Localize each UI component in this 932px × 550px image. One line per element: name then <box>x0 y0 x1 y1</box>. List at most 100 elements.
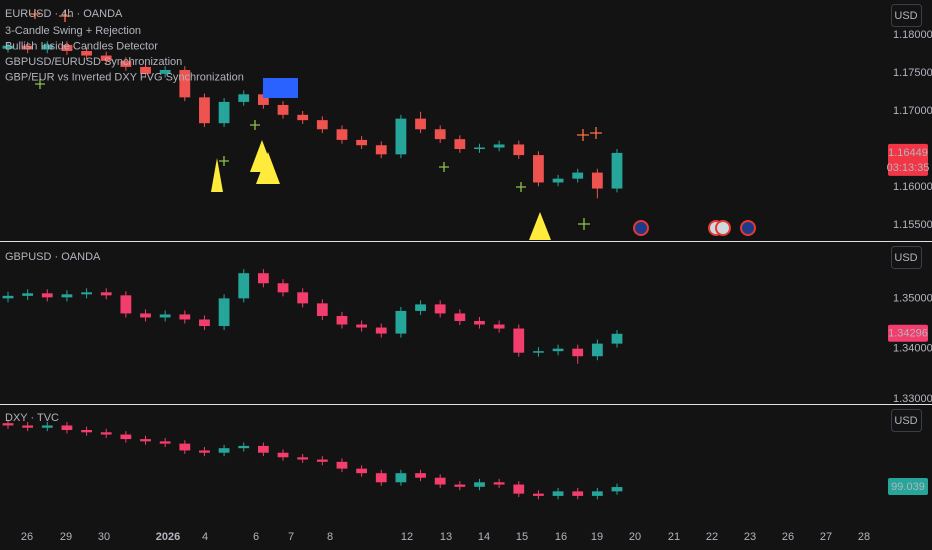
pane-title: GBPUSD · OANDA <box>5 251 101 263</box>
x-tick-label: 6 <box>253 531 259 543</box>
candle-body <box>513 144 525 156</box>
y-tick-label: 1.18000 <box>893 29 932 41</box>
candle-body <box>591 343 603 357</box>
candle-body <box>120 295 132 314</box>
candle-body <box>218 101 230 124</box>
price-label-bg <box>888 478 928 496</box>
candle-body <box>316 459 328 462</box>
indicator-name: GBP/EUR vs Inverted DXY FVG Synchronizat… <box>5 71 244 83</box>
currency-label: USD <box>894 10 917 22</box>
candle-body <box>513 328 525 353</box>
candle-body <box>395 118 407 155</box>
candle-body <box>297 457 309 460</box>
candle-body <box>140 439 151 442</box>
candle-body <box>179 443 191 451</box>
pane-title: EURUSD · 4h · OANDA <box>5 8 123 20</box>
triangle-marker <box>211 158 223 192</box>
candle-body <box>356 324 368 328</box>
x-tick-label: 12 <box>401 531 413 543</box>
candle-body <box>120 60 132 67</box>
candle-body <box>434 129 446 140</box>
candle-body <box>22 425 34 428</box>
candle-body <box>22 45 34 50</box>
currency-button[interactable] <box>891 409 922 432</box>
candle-body <box>179 69 191 98</box>
candle-body <box>61 425 73 430</box>
candle-body <box>454 484 466 487</box>
candle-body <box>356 139 368 146</box>
x-tick-label: 13 <box>440 531 452 543</box>
box-marker <box>263 78 298 98</box>
x-tick-label: 28 <box>858 531 870 543</box>
candle-body <box>493 324 505 329</box>
last-price: 99.039 <box>891 481 925 493</box>
x-tick-label: 8 <box>327 531 333 543</box>
candle-body <box>611 487 623 492</box>
price-label-bg <box>888 324 928 342</box>
candle-body <box>316 120 328 130</box>
candle-body <box>572 172 584 179</box>
x-tick-label: 20 <box>629 531 641 543</box>
candle-body <box>415 473 426 478</box>
candle-body <box>218 298 230 327</box>
x-tick-label: 29 <box>60 531 72 543</box>
candle-body <box>493 482 505 485</box>
candle-body <box>474 320 485 325</box>
currency-button[interactable] <box>891 4 922 27</box>
candle-body <box>591 491 603 496</box>
candle-body <box>238 94 250 102</box>
candle-body <box>140 66 151 74</box>
x-tick-label: 23 <box>744 531 756 543</box>
cross-markers <box>35 79 590 230</box>
currency-label: USD <box>894 252 917 264</box>
x-tick-label: 26 <box>21 531 33 543</box>
candle-body <box>474 482 485 487</box>
candle-body <box>120 434 132 440</box>
candle-body <box>493 144 505 148</box>
candle-body <box>81 430 92 433</box>
currency-label: USD <box>894 415 917 427</box>
indicator-name: Bullish Inside Candles Detector <box>5 40 158 52</box>
candle-body <box>533 351 544 353</box>
candle-body <box>415 118 426 130</box>
candle-body <box>199 319 210 327</box>
y-tick-label: 1.15500 <box>893 219 932 231</box>
candle-body <box>100 55 112 61</box>
candle-body <box>336 461 348 469</box>
candle-body <box>277 104 289 115</box>
y-tick-label: 1.34000 <box>893 343 932 355</box>
candle-body <box>611 333 623 344</box>
candle-body <box>277 283 289 293</box>
y-tick-label: 1.33000 <box>893 393 932 405</box>
candle-body <box>2 423 14 426</box>
x-tick-label: 30 <box>98 531 110 543</box>
candle-body <box>395 310 407 334</box>
candle-body <box>61 44 73 51</box>
candle-body <box>159 441 171 444</box>
cross-markers <box>30 9 602 141</box>
candle-body <box>454 313 466 321</box>
candle-body <box>257 94 269 105</box>
candle-body <box>454 139 466 150</box>
candle-body <box>22 293 34 296</box>
candle-body <box>277 452 289 458</box>
last-price: 1.16449 <box>888 147 928 159</box>
candle-body <box>257 273 269 284</box>
candle-body <box>395 473 407 483</box>
candle-body <box>238 273 250 299</box>
candle-body <box>41 425 53 428</box>
candle-body <box>336 129 348 140</box>
candle-body <box>316 303 328 316</box>
currency-button[interactable] <box>891 246 922 269</box>
plot-layer <box>2 41 623 500</box>
candle-body <box>257 445 269 453</box>
x-tick-label: 14 <box>478 531 490 543</box>
candle-body <box>533 155 544 183</box>
candle-body <box>218 448 230 453</box>
candle-body <box>140 313 151 318</box>
candle-body <box>356 468 368 474</box>
candle-body <box>297 292 309 304</box>
candle-body <box>199 97 210 124</box>
x-tick-label: 15 <box>516 531 528 543</box>
indicator-name: 3-Candle Swing + Rejection <box>5 25 141 37</box>
